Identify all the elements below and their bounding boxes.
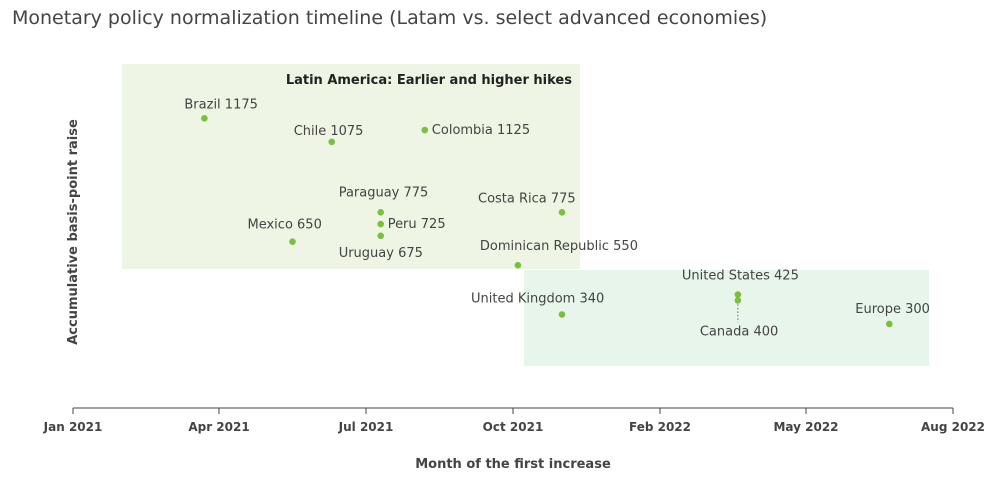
- point-label-chile: Chile 1075: [294, 124, 364, 139]
- point-costa-rica: [558, 208, 566, 216]
- point-label-uruguay: Uruguay 675: [339, 246, 423, 261]
- x-tick-label: Oct 2021: [483, 420, 544, 434]
- region-advanced: [524, 270, 929, 366]
- point-label-europe: Europe 300: [855, 302, 930, 317]
- point-label-paraguay: Paraguay 775: [339, 185, 429, 200]
- point-label-peru: Peru 725: [388, 217, 446, 232]
- point-label-canada: Canada 400: [700, 324, 778, 339]
- x-tick-label: Jan 2021: [43, 420, 103, 434]
- point-uruguay: [377, 232, 385, 240]
- point-brazil: [201, 114, 208, 122]
- point-canada: [734, 297, 742, 304]
- point-label-colombia: Colombia 1125: [432, 123, 530, 138]
- point-united-kingdom: [558, 311, 566, 318]
- point-europe: [886, 320, 893, 328]
- point-mexico: [289, 238, 296, 245]
- point-peru: [377, 220, 385, 228]
- x-tick-label: Feb 2022: [629, 420, 691, 434]
- chart-title: Monetary policy normalization timeline (…: [12, 7, 768, 29]
- point-chile: [328, 138, 336, 146]
- region-latam-label: Latin America: Earlier and higher hikes: [286, 73, 572, 88]
- x-tick-label: Aug 2022: [921, 420, 985, 434]
- point-label-costa-rica: Costa Rica 775: [478, 191, 576, 206]
- point-label-united-states: United States 425: [682, 269, 799, 284]
- point-dominican-republic: [514, 261, 522, 269]
- y-axis-title: Accumulative basis-point raise: [66, 119, 81, 345]
- region-latam: [122, 64, 580, 269]
- point-label-mexico: Mexico 650: [248, 218, 322, 233]
- point-label-dominican-republic: Dominican Republic 550: [480, 239, 638, 254]
- x-axis-title: Month of the first increase: [415, 457, 611, 472]
- x-tick-label: Apr 2021: [188, 420, 249, 434]
- point-colombia: [421, 126, 429, 134]
- point-label-united-kingdom: United Kingdom 340: [471, 292, 604, 307]
- point-label-brazil: Brazil 1175: [184, 97, 258, 112]
- point-paraguay: [377, 208, 385, 216]
- x-tick-label: May 2022: [773, 420, 838, 434]
- point-united-states: [734, 291, 742, 298]
- x-tick-label: Jul 2021: [338, 420, 394, 434]
